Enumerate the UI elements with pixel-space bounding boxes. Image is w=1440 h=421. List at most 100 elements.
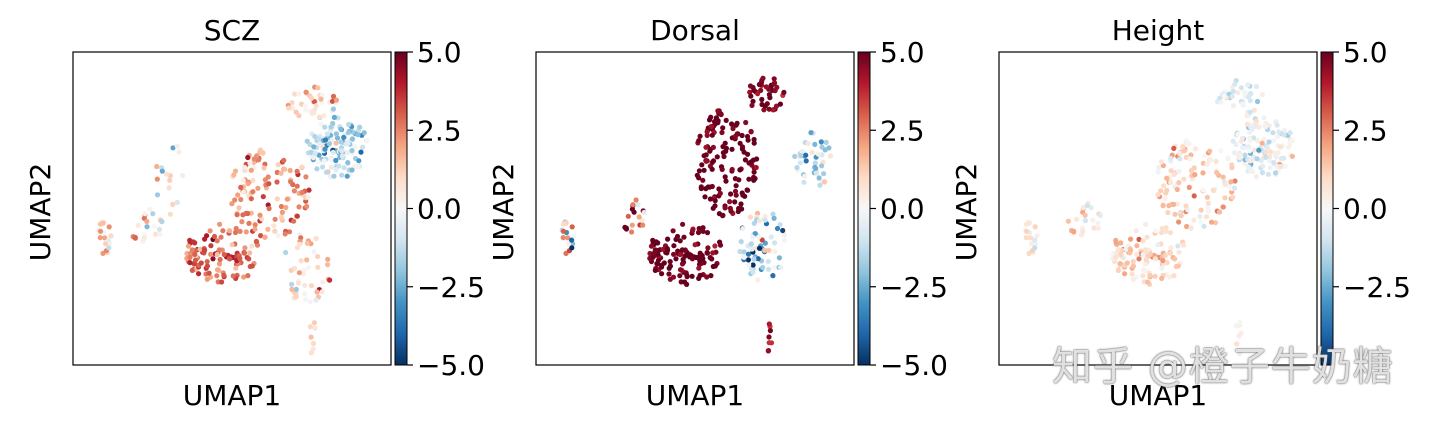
scatter-point: [364, 138, 370, 144]
scatter-point: [719, 166, 725, 172]
scatter-point: [1023, 228, 1030, 234]
scatter-point: [711, 119, 718, 125]
scatter-point: [715, 108, 721, 114]
scatter-point: [147, 206, 153, 212]
scatter-point: [333, 131, 339, 137]
scatter-point: [249, 263, 255, 269]
colorbar-tick-label: 2.5: [880, 114, 925, 147]
scatter-point: [176, 149, 182, 155]
panel-title-height: Height: [1112, 14, 1205, 47]
scatter-point: [1065, 218, 1071, 224]
scatter-point: [1212, 220, 1219, 226]
scatter-point: [1265, 171, 1271, 177]
scatter-point: [284, 196, 290, 202]
scatter-point: [1214, 170, 1220, 176]
scatter-point: [1259, 140, 1265, 146]
scatter-point: [258, 233, 264, 239]
scatter-point: [1147, 251, 1153, 258]
scatter-point: [144, 224, 150, 230]
scatter-point: [750, 269, 756, 275]
scatter-point: [1230, 88, 1236, 94]
scatter-point: [132, 234, 138, 240]
scatter-point: [670, 228, 676, 234]
scatter-point: [1082, 218, 1088, 224]
scatter-point: [311, 249, 317, 255]
scatter-point: [723, 117, 729, 123]
scatter-point: [1255, 138, 1261, 144]
scatter-point: [755, 91, 761, 97]
scatter-point: [777, 101, 784, 107]
scatter-point: [315, 85, 321, 91]
scatter-point: [1113, 240, 1119, 246]
scatter-point: [106, 224, 112, 230]
scatter-point: [1250, 135, 1257, 141]
scatter-point: [339, 172, 345, 178]
scatter-point: [1130, 276, 1136, 282]
scatter-point: [681, 234, 687, 240]
scatter-point: [1197, 213, 1203, 220]
scatter-point: [345, 160, 351, 166]
scatter-point: [776, 255, 783, 261]
scatter-point: [150, 211, 156, 217]
scatter-point: [141, 235, 147, 241]
scatter-point: [296, 91, 302, 97]
scatter-point: [765, 266, 772, 272]
scatter-point: [737, 140, 743, 146]
scatter-point: [1270, 130, 1276, 136]
scatter-point: [771, 81, 777, 87]
scatter-point: [773, 103, 780, 109]
scatter-point: [1162, 196, 1168, 202]
scatter-point: [196, 271, 202, 277]
scatter-point: [759, 77, 765, 83]
scatter-point: [728, 208, 734, 214]
y-axis-label-dorsal: UMAP2: [487, 163, 520, 262]
scatter-point: [1237, 351, 1243, 357]
scatter-point: [650, 254, 656, 260]
scatter-point: [756, 81, 763, 88]
scatter-point: [1143, 221, 1149, 227]
scatter-point: [313, 103, 319, 109]
scatter-point: [159, 168, 165, 174]
scatter-point: [815, 151, 821, 157]
scatter-point: [1267, 165, 1273, 171]
scatter-point: [720, 125, 726, 131]
scatter-point: [667, 276, 673, 282]
scatter-point: [1159, 265, 1165, 271]
scatter-point: [233, 265, 239, 271]
scatter-point: [192, 251, 198, 257]
scatter-point: [204, 263, 210, 269]
scatter-point: [293, 294, 299, 300]
scatter-point: [1266, 139, 1272, 145]
scatter-point: [1277, 144, 1284, 150]
scatter-point: [750, 98, 756, 104]
scatter-point: [1032, 224, 1038, 230]
scatter-point: [97, 235, 103, 241]
scatter-point: [1192, 172, 1198, 178]
scatter-point: [729, 146, 735, 152]
scatter-point: [164, 171, 170, 177]
scatter-point: [1130, 259, 1136, 265]
scatter-point: [802, 173, 808, 179]
scatter-point: [310, 340, 317, 347]
scatter-point: [1176, 180, 1182, 186]
scatter-point: [336, 163, 342, 169]
scatter-point: [1191, 193, 1197, 199]
scatter-point: [1091, 225, 1097, 231]
scatter-point: [302, 103, 309, 109]
scatter-point: [274, 179, 280, 185]
scatter-point: [1220, 174, 1226, 180]
scatter-point: [278, 170, 284, 176]
scatter-point: [748, 93, 754, 99]
scatter-point: [318, 121, 324, 127]
scatter-point: [1180, 242, 1187, 248]
scatter-point: [216, 261, 223, 267]
scatter-point: [1140, 267, 1147, 273]
scatter-point: [661, 260, 667, 266]
scatter-point: [219, 279, 225, 285]
scatter-point: [1174, 186, 1180, 193]
scatter-point: [679, 247, 685, 253]
scatter-point: [240, 177, 246, 183]
scatter-point: [334, 135, 341, 141]
scatter-point: [260, 194, 266, 200]
scatter-point: [154, 176, 160, 182]
